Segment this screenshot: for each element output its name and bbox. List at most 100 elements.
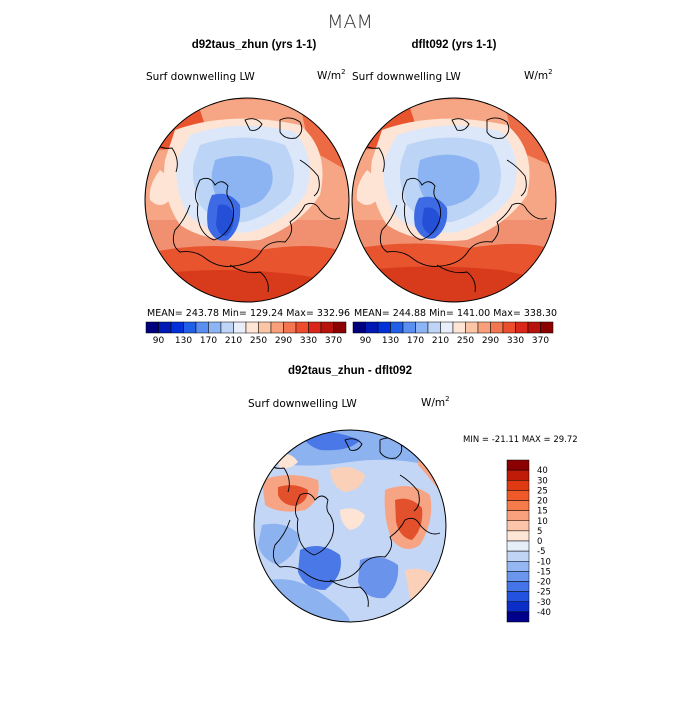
panel-1-units: W/m2 bbox=[317, 68, 346, 82]
panel-3-colorbar-swatch bbox=[506, 601, 530, 613]
panel-3-colorbar-swatch bbox=[506, 581, 530, 592]
panel-2-colorbar-swatch bbox=[402, 321, 416, 334]
panel-2-colorbar-tick-label: 250 bbox=[457, 336, 474, 346]
panel-1-colorbar-swatch bbox=[208, 321, 222, 334]
panel-3-colorbar-swatch bbox=[506, 611, 530, 623]
panel-2-colorbar-swatch bbox=[502, 321, 516, 334]
panel-1-colorbar-swatch bbox=[245, 321, 259, 334]
panel-3-colorbar-swatch bbox=[506, 550, 530, 562]
panel-1-colorbar-tick-label: 130 bbox=[175, 336, 192, 346]
panel-2-colorbar-swatch bbox=[440, 321, 454, 334]
panel-3-variable: Surf downwelling LW bbox=[248, 398, 357, 410]
panel-2-colorbar: 90 130 170 210 250 290 330 370 bbox=[352, 321, 554, 346]
panel-2-colorbar-tick-label: 130 bbox=[382, 336, 399, 346]
panel-3-colorbar-swatch bbox=[506, 520, 530, 532]
panel-2: dflt092 (yrs 1-1) Surf downwelling LW W/… bbox=[351, 39, 557, 346]
panel-3-colorbar-tick-label: 30 bbox=[537, 476, 548, 486]
panel-3-stats: MIN = -21.11 MAX = 29.72 bbox=[463, 435, 578, 445]
panel-3-colorbar-swatch bbox=[506, 500, 530, 511]
panel-1-stats: MEAN= 243.78 Min= 129.24 Max= 332.96 bbox=[147, 308, 350, 319]
panel-3-title: d92taus_zhun - dflt092 bbox=[288, 365, 412, 377]
panel-1-colorbar-swatch bbox=[333, 321, 347, 334]
panel-1-colorbar-swatch bbox=[283, 321, 297, 334]
panel-1-variable: Surf downwelling LW bbox=[146, 71, 255, 83]
panel-2-title: dflt092 (yrs 1-1) bbox=[411, 39, 496, 51]
panel-2-colorbar-swatch bbox=[527, 321, 541, 334]
panel-1-colorbar-tick-label: 330 bbox=[300, 336, 317, 346]
panel-1-colorbar-swatch bbox=[295, 321, 309, 334]
panel-3-colorbar-swatch bbox=[506, 571, 530, 582]
panel-1-colorbar-swatch bbox=[195, 321, 209, 334]
panel-1-colorbar-swatch bbox=[233, 321, 247, 334]
panel-2-colorbar-tick-label: 170 bbox=[407, 336, 424, 346]
panel-3-colorbar-swatch bbox=[506, 480, 530, 491]
panel-2-colorbar-swatch bbox=[390, 321, 404, 334]
panel-3-colorbar-tick-label: -40 bbox=[537, 608, 551, 618]
panel-1-colorbar-swatch bbox=[220, 321, 234, 334]
panel-3-colorbar-tick-label: 10 bbox=[537, 517, 548, 527]
panel-3-colorbar-tick-label: 15 bbox=[537, 507, 548, 517]
panel-2-colorbar-swatch bbox=[490, 321, 504, 334]
panel-3-colorbar-tick-label: -20 bbox=[537, 578, 551, 588]
panel-1-colorbar-swatch bbox=[183, 321, 197, 334]
panel-3-colorbar-swatch bbox=[506, 490, 530, 501]
panel-2-colorbar-swatch bbox=[365, 321, 379, 334]
panel-3: d92taus_zhun - dflt092 Surf downwelling … bbox=[248, 365, 578, 623]
panel-2-colorbar-swatch bbox=[452, 321, 466, 334]
panel-2-map bbox=[352, 98, 556, 302]
panel-3-units: W/m2 bbox=[421, 395, 450, 409]
panel-2-colorbar-tick-label: 370 bbox=[532, 336, 549, 346]
panel-3-colorbar-tick-label: 0 bbox=[537, 537, 542, 547]
panel-3-colorbar-tick-label: -30 bbox=[537, 598, 551, 608]
panel-2-variable: Surf downwelling LW bbox=[352, 71, 461, 83]
panel-3-colorbar-tick-label: -10 bbox=[537, 557, 551, 567]
panel-3-colorbar-swatch bbox=[506, 591, 530, 602]
panel-3-colorbar-tick-label: 40 bbox=[537, 466, 548, 476]
panel-1-colorbar-swatch bbox=[258, 321, 272, 334]
panel-1-colorbar-tick-label: 170 bbox=[200, 336, 217, 346]
panel-3-map bbox=[254, 430, 446, 622]
panel-3-colorbar-swatch bbox=[506, 540, 530, 552]
panel-1-colorbar-swatch bbox=[270, 321, 284, 334]
panel-2-colorbar-tick-label: 210 bbox=[432, 336, 449, 346]
panel-3-colorbar-tick-label: 25 bbox=[537, 486, 548, 496]
panel-1-colorbar-tick-label: 290 bbox=[275, 336, 292, 346]
panel-2-stats: MEAN= 244.88 Min= 141.00 Max= 338.30 bbox=[354, 308, 557, 319]
panel-3-colorbar-tick-label: 5 bbox=[537, 527, 542, 537]
panel-2-colorbar-swatch bbox=[465, 321, 479, 334]
panel-3-colorbar-swatch bbox=[506, 530, 530, 542]
panel-2-colorbar-swatch bbox=[515, 321, 529, 334]
panel-3-colorbar-swatch bbox=[506, 469, 530, 481]
panel-2-colorbar-swatch bbox=[477, 321, 491, 334]
panel-1-colorbar-swatch bbox=[158, 321, 172, 334]
panel-1-colorbar-swatch bbox=[145, 321, 159, 334]
panel-3-colorbar-tick-label: -15 bbox=[537, 567, 551, 577]
panel-1-colorbar: 90 130 170 210 250 290 330 370 bbox=[145, 321, 347, 346]
panel-3-colorbar-swatch bbox=[506, 510, 530, 521]
panel-3-colorbar-tick-label: -25 bbox=[537, 588, 551, 598]
panel-2-colorbar-swatch bbox=[415, 321, 429, 334]
figure-title: MAM bbox=[327, 11, 373, 33]
panel-2-colorbar-tick-label: 330 bbox=[507, 336, 524, 346]
panel-3-colorbar-swatch bbox=[506, 561, 530, 572]
panel-1-title: d92taus_zhun (yrs 1-1) bbox=[192, 39, 317, 51]
panel-1-colorbar-swatch bbox=[320, 321, 334, 334]
panel-1-colorbar-tick-label: 370 bbox=[325, 336, 342, 346]
panel-2-colorbar-tick-label: 90 bbox=[360, 336, 372, 346]
panel-1: d92taus_zhun (yrs 1-1) Surf downwelling … bbox=[144, 39, 350, 346]
panel-1-colorbar-swatch bbox=[308, 321, 322, 334]
panel-2-colorbar-tick-label: 290 bbox=[482, 336, 499, 346]
panel-2-colorbar-swatch bbox=[377, 321, 391, 334]
panel-2-colorbar-swatch bbox=[427, 321, 441, 334]
panel-1-colorbar-swatch bbox=[170, 321, 184, 334]
panel-3-colorbar-swatch bbox=[506, 459, 530, 471]
panel-2-colorbar-swatch bbox=[540, 321, 554, 334]
panel-3-colorbar-tick-label: -5 bbox=[537, 547, 545, 557]
panel-1-map bbox=[145, 98, 349, 302]
panel-1-colorbar-tick-label: 90 bbox=[153, 336, 165, 346]
panel-2-units: W/m2 bbox=[524, 68, 553, 82]
panel-1-colorbar-tick-label: 250 bbox=[250, 336, 267, 346]
